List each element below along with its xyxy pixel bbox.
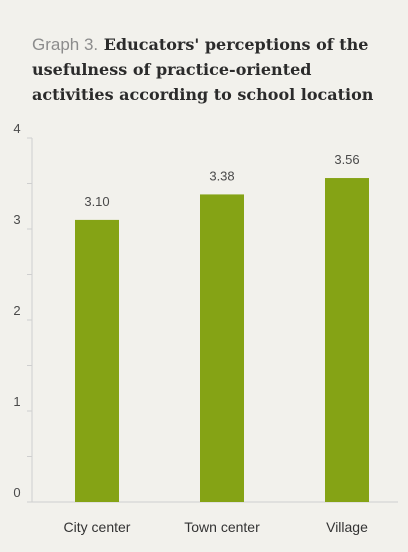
y-tick-label: 3 xyxy=(13,212,20,227)
category-label: Village xyxy=(326,519,368,535)
y-tick-label: 2 xyxy=(13,303,20,318)
category-label: Town center xyxy=(184,519,260,535)
data-label: 3.56 xyxy=(334,152,359,167)
y-tick-label: 4 xyxy=(13,121,20,136)
chart-title: Graph 3. Educators' perceptions of the u… xyxy=(32,32,392,107)
data-label: 3.10 xyxy=(84,194,109,209)
bar-city-center xyxy=(75,219,119,502)
graph-number: Graph 3. xyxy=(32,35,99,54)
data-label: 3.38 xyxy=(209,168,234,183)
y-tick-label: 1 xyxy=(13,394,20,409)
bar-town-center xyxy=(200,194,244,503)
category-label: City center xyxy=(64,519,131,535)
y-tick-label: 0 xyxy=(13,485,20,500)
bar-village xyxy=(325,178,369,503)
chart-title-text: Educators' perceptions of the usefulness… xyxy=(32,35,374,104)
